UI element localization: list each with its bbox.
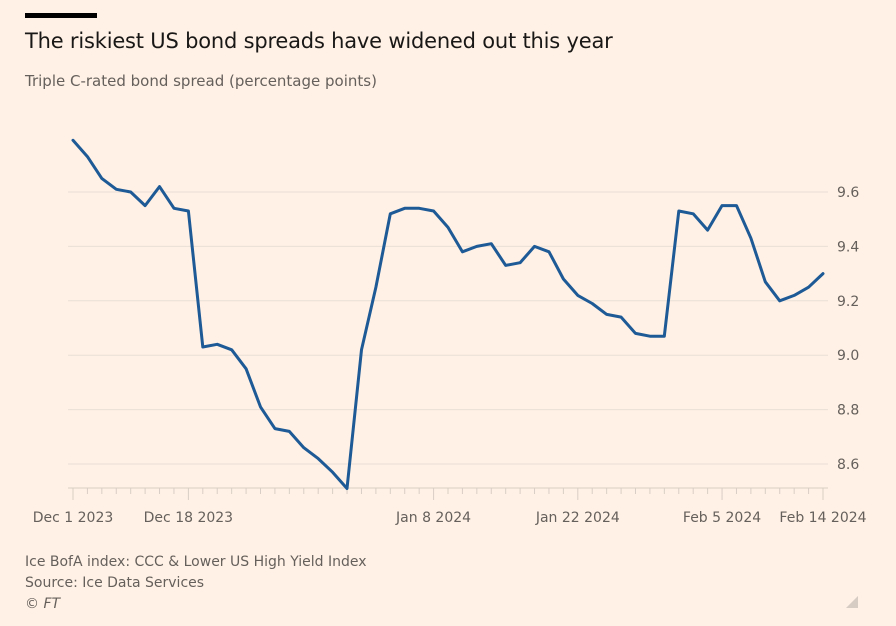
data-point — [605, 312, 609, 316]
data-point — [114, 187, 118, 191]
data-point — [85, 155, 89, 159]
data-point — [504, 263, 508, 267]
data-point — [259, 405, 263, 409]
ft-brand-bar — [25, 13, 97, 18]
data-point — [388, 212, 392, 216]
data-point — [287, 429, 291, 433]
data-point — [158, 185, 162, 189]
data-point — [345, 486, 349, 490]
data-point — [143, 204, 147, 208]
line-chart: 8.6 8.8 9.0 9.2 9.4 9.6 Dec 1 2023 Dec 18 2023… — [33, 138, 867, 526]
x-axis — [68, 487, 828, 500]
data-point — [100, 176, 104, 180]
y-tick-label: 9.4 — [837, 239, 859, 255]
data-point — [71, 138, 75, 142]
data-point — [201, 345, 205, 349]
chart-title: The riskiest US bond spreads have widene… — [25, 29, 613, 53]
data-point — [778, 299, 782, 303]
data-point — [807, 285, 811, 289]
data-point — [331, 470, 335, 474]
data-point — [821, 272, 825, 276]
y-tick-label: 9.0 — [837, 348, 859, 364]
source-note: Source: Ice Data Services — [25, 575, 205, 591]
gridlines — [68, 191, 828, 465]
data-point — [518, 261, 522, 265]
data-point — [561, 277, 565, 281]
data-point — [648, 334, 652, 338]
data-point — [186, 209, 190, 213]
data-point — [215, 342, 219, 346]
data-point — [533, 244, 537, 248]
data-point — [547, 250, 551, 254]
data-point — [273, 427, 277, 431]
data-point — [590, 302, 594, 306]
data-point — [244, 367, 248, 371]
data-point — [129, 190, 133, 194]
x-tick-label: Feb 14 2024 — [779, 510, 866, 526]
chart-footer: Ice BofA index: CCC & Lower US High Yiel… — [25, 552, 367, 615]
x-tick-label: Dec 18 2023 — [144, 510, 233, 526]
y-axis-labels: 8.6 8.8 9.0 9.2 9.4 9.6 — [837, 185, 859, 473]
data-point — [460, 250, 464, 254]
copyright: © FT — [25, 596, 61, 612]
y-tick-label: 8.8 — [837, 403, 859, 419]
data-point — [763, 280, 767, 284]
data-point — [475, 244, 479, 248]
index-note: Ice BofA index: CCC & Lower US High Yiel… — [25, 554, 367, 570]
data-point — [302, 446, 306, 450]
data-point — [489, 242, 493, 246]
data-point — [634, 331, 638, 335]
data-point — [403, 206, 407, 210]
data-point — [576, 293, 580, 297]
data-point — [417, 206, 421, 210]
data-point — [677, 209, 681, 213]
chart-subtitle: Triple C-rated bond spread (percentage p… — [25, 72, 377, 90]
data-point — [432, 209, 436, 213]
y-tick-label: 8.6 — [837, 457, 859, 473]
x-tick-label: Dec 1 2023 — [33, 510, 114, 526]
data-point — [691, 212, 695, 216]
data-point — [792, 293, 796, 297]
resize-handle-icon[interactable] — [846, 596, 858, 608]
x-tick-label: Jan 8 2024 — [395, 510, 471, 526]
x-tick-label: Feb 5 2024 — [683, 510, 761, 526]
series-line-ccc-spread — [71, 138, 825, 490]
data-point — [374, 285, 378, 289]
data-point — [749, 236, 753, 240]
y-tick-label: 9.6 — [837, 185, 859, 201]
data-point — [706, 228, 710, 232]
data-point — [446, 225, 450, 229]
data-point — [734, 204, 738, 208]
data-point — [316, 457, 320, 461]
data-point — [359, 348, 363, 352]
data-point — [619, 315, 623, 319]
x-axis-labels: Dec 1 2023 Dec 18 2023 Jan 8 2024 Jan 22 20… — [33, 510, 867, 526]
data-point — [662, 334, 666, 338]
data-point — [172, 206, 176, 210]
data-point — [230, 348, 234, 352]
x-tick-label: Jan 22 2024 — [535, 510, 620, 526]
series-layer — [71, 138, 825, 490]
data-point — [720, 204, 724, 208]
y-tick-label: 9.2 — [837, 294, 859, 310]
